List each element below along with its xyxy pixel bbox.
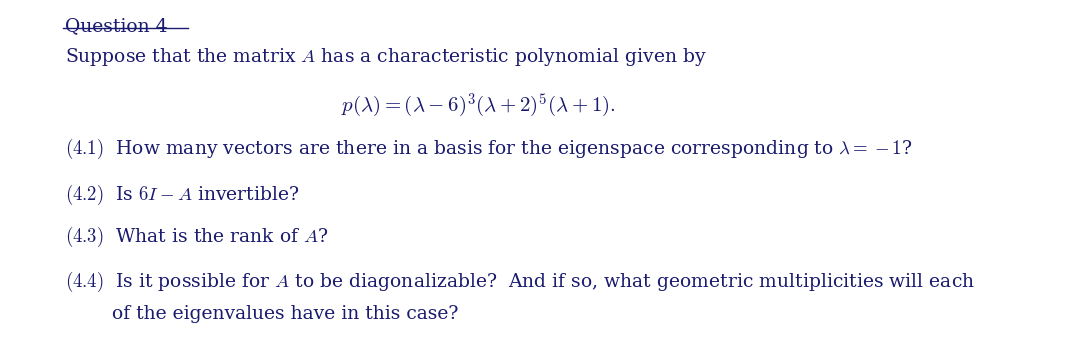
Text: Question 4: Question 4 [65,17,167,35]
Text: $(4.1)$  How many vectors are there in a basis for the eigenspace corresponding : $(4.1)$ How many vectors are there in a … [65,137,912,162]
Text: $(4.2)$  Is $6I - A$ invertible?: $(4.2)$ Is $6I - A$ invertible? [65,183,299,207]
Text: Suppose that the matrix $A$ has a characteristic polynomial given by: Suppose that the matrix $A$ has a charac… [65,47,706,69]
Text: $p(\lambda) = (\lambda - 6)^3(\lambda + 2)^5(\lambda + 1).$: $p(\lambda) = (\lambda - 6)^3(\lambda + … [341,92,616,120]
Text: $(4.3)$  What is the rank of $A$?: $(4.3)$ What is the rank of $A$? [65,225,328,249]
Text: of the eigenvalues have in this case?: of the eigenvalues have in this case? [113,305,459,323]
Text: $(4.4)$  Is it possible for $A$ to be diagonalizable?  And if so, what geometric: $(4.4)$ Is it possible for $A$ to be dia… [65,270,975,294]
